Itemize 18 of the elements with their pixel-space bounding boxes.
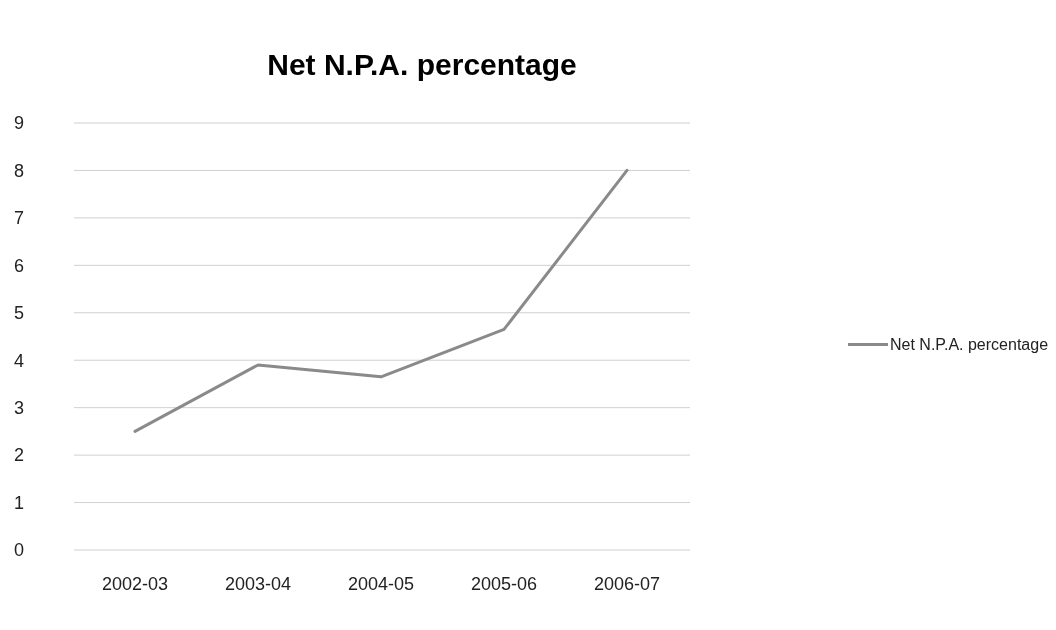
y-tick-label: 1 xyxy=(14,492,25,513)
chart-title: Net N.P.A. percentage xyxy=(267,48,577,81)
x-tick-label: 2002-03 xyxy=(101,574,169,594)
x-tick-label: 2006-07 xyxy=(593,574,661,594)
x-tick-label: 2003-04 xyxy=(224,574,292,594)
y-tick-label: 3 xyxy=(14,397,25,418)
y-tick-label: 7 xyxy=(14,208,25,229)
legend-label: Net N.P.A. percentage xyxy=(890,336,1049,354)
y-tick-label: 0 xyxy=(14,540,25,561)
y-tick-label: 9 xyxy=(14,113,25,134)
x-tick-label: 2004-05 xyxy=(347,574,415,594)
y-tick-label: 6 xyxy=(14,255,25,276)
y-tick-label: 4 xyxy=(14,350,25,371)
line-series xyxy=(133,168,629,433)
y-tick-label: 5 xyxy=(14,303,25,324)
x-tick-label: 2005-06 xyxy=(470,574,538,594)
y-tick-label: 2 xyxy=(14,445,25,466)
y-tick-label: 8 xyxy=(14,160,25,181)
